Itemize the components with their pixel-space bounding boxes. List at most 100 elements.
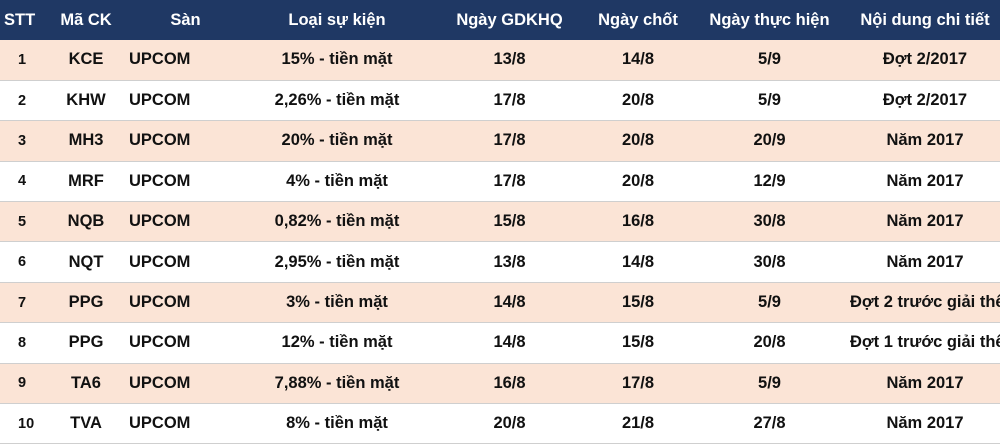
cell-stt: 9 — [0, 363, 43, 405]
cell-loai-su-kien: 2,95% - tiền mặt — [242, 241, 432, 283]
cell-noi-dung: Đợt 2/2017 — [850, 80, 1000, 122]
cell-ngay-chot: 15/8 — [587, 282, 689, 324]
header-stt: STT — [4, 10, 36, 29]
cell-ngay-thuc-hien: 5/9 — [689, 80, 850, 122]
cell-ngay-thuc-hien: 5/9 — [689, 282, 850, 324]
cell-ngay-gdkhq: 20/8 — [432, 403, 587, 444]
cell-ngay-gdkhq: 13/8 — [432, 241, 587, 283]
cell-loai-su-kien: 7,88% - tiền mặt — [242, 363, 432, 405]
table-row: 7 PPG UPCOM 3% - tiền mặt 14/8 15/8 5/9 … — [0, 282, 1000, 324]
cell-san: UPCOM — [129, 363, 242, 405]
cell-loai-su-kien: 3% - tiền mặt — [242, 282, 432, 324]
cell-stt: 7 — [0, 282, 43, 324]
table-row: 6 NQT UPCOM 2,95% - tiền mặt 13/8 14/8 3… — [0, 241, 1000, 283]
cell-ngay-thuc-hien: 30/8 — [689, 201, 850, 243]
cell-ma-ck: PPG — [43, 322, 129, 364]
table-row: 4 MRF UPCOM 4% - tiền mặt 17/8 20/8 12/9… — [0, 161, 1000, 203]
cell-noi-dung: Đợt 1 trước giải thể — [850, 322, 1000, 364]
cell-san: UPCOM — [129, 120, 242, 162]
cell-san: UPCOM — [129, 282, 242, 324]
table-row: 1 KCE UPCOM 15% - tiền mặt 13/8 14/8 5/9… — [0, 40, 1000, 81]
cell-noi-dung: Năm 2017 — [850, 241, 1000, 283]
cell-noi-dung: Năm 2017 — [850, 201, 1000, 243]
cell-stt: 2 — [0, 80, 43, 122]
cell-ngay-chot: 14/8 — [587, 241, 689, 283]
cell-san: UPCOM — [129, 241, 242, 283]
cell-ngay-thuc-hien: 27/8 — [689, 403, 850, 444]
cell-stt: 3 — [0, 120, 43, 162]
cell-loai-su-kien: 12% - tiền mặt — [242, 322, 432, 364]
cell-loai-su-kien: 15% - tiền mặt — [242, 40, 432, 81]
cell-noi-dung: Đợt 2/2017 — [850, 40, 1000, 81]
cell-loai-su-kien: 0,82% - tiền mặt — [242, 201, 432, 243]
cell-san: UPCOM — [129, 40, 242, 81]
header-ngay-gdkhq: Ngày GDKHQ — [456, 10, 563, 29]
cell-ngay-chot: 15/8 — [587, 322, 689, 364]
cell-ngay-gdkhq: 16/8 — [432, 363, 587, 405]
table-row: 10 TVA UPCOM 8% - tiền mặt 20/8 21/8 27/… — [0, 403, 1000, 444]
cell-noi-dung: Năm 2017 — [850, 161, 1000, 203]
cell-ngay-gdkhq: 13/8 — [432, 40, 587, 81]
cell-stt: 6 — [0, 241, 43, 283]
cell-ma-ck: NQT — [43, 241, 129, 283]
cell-stt: 10 — [0, 403, 43, 444]
cell-ngay-thuc-hien: 20/9 — [689, 120, 850, 162]
cell-loai-su-kien: 4% - tiền mặt — [242, 161, 432, 203]
table-row: 2 KHW UPCOM 2,26% - tiền mặt 17/8 20/8 5… — [0, 80, 1000, 122]
header-san: Sàn — [170, 10, 201, 29]
cell-ngay-chot: 20/8 — [587, 120, 689, 162]
cell-stt: 1 — [0, 40, 43, 81]
cell-ngay-gdkhq: 14/8 — [432, 282, 587, 324]
cell-ngay-chot: 17/8 — [587, 363, 689, 405]
cell-ngay-gdkhq: 17/8 — [432, 80, 587, 122]
header-ngay-thuc-hien: Ngày thực hiện — [709, 10, 830, 29]
header-ngay-chot: Ngày chốt — [598, 10, 678, 29]
cell-ngay-thuc-hien: 20/8 — [689, 322, 850, 364]
cell-ngay-chot: 16/8 — [587, 201, 689, 243]
cell-loai-su-kien: 20% - tiền mặt — [242, 120, 432, 162]
cell-san: UPCOM — [129, 403, 242, 444]
cell-stt: 4 — [0, 161, 43, 203]
cell-ngay-thuc-hien: 12/9 — [689, 161, 850, 203]
cell-ma-ck: TVA — [43, 403, 129, 444]
cell-noi-dung: Năm 2017 — [850, 363, 1000, 405]
table-row: 5 NQB UPCOM 0,82% - tiền mặt 15/8 16/8 3… — [0, 201, 1000, 243]
cell-ngay-gdkhq: 17/8 — [432, 120, 587, 162]
cell-loai-su-kien: 2,26% - tiền mặt — [242, 80, 432, 122]
cell-noi-dung: Năm 2017 — [850, 403, 1000, 444]
cell-loai-su-kien: 8% - tiền mặt — [242, 403, 432, 444]
cell-ngay-chot: 14/8 — [587, 40, 689, 81]
cell-san: UPCOM — [129, 201, 242, 243]
cell-san: UPCOM — [129, 80, 242, 122]
cell-ma-ck: MRF — [43, 161, 129, 203]
cell-ma-ck: PPG — [43, 282, 129, 324]
cell-stt: 5 — [0, 201, 43, 243]
cell-ngay-thuc-hien: 30/8 — [689, 241, 850, 283]
cell-san: UPCOM — [129, 322, 242, 364]
cell-ma-ck: TA6 — [43, 363, 129, 405]
table-row: 8 PPG UPCOM 12% - tiền mặt 14/8 15/8 20/… — [0, 322, 1000, 364]
cell-ma-ck: NQB — [43, 201, 129, 243]
cell-stt: 8 — [0, 322, 43, 364]
header-loai-su-kien: Loại sự kiện — [288, 10, 386, 29]
table-header-row: STT Mã CK Sàn Loại sự kiện Ngày GDKHQ Ng… — [0, 0, 1000, 40]
cell-ngay-gdkhq: 17/8 — [432, 161, 587, 203]
cell-ma-ck: KHW — [43, 80, 129, 122]
cell-ngay-chot: 20/8 — [587, 80, 689, 122]
header-ma-ck: Mã CK — [60, 10, 112, 29]
cell-san: UPCOM — [129, 161, 242, 203]
cell-ngay-gdkhq: 14/8 — [432, 322, 587, 364]
cell-ngay-gdkhq: 15/8 — [432, 201, 587, 243]
table-row: 9 TA6 UPCOM 7,88% - tiền mặt 16/8 17/8 5… — [0, 363, 1000, 405]
cell-ngay-chot: 21/8 — [587, 403, 689, 444]
cell-ma-ck: KCE — [43, 40, 129, 81]
cell-noi-dung: Năm 2017 — [850, 120, 1000, 162]
cell-ma-ck: MH3 — [43, 120, 129, 162]
table-row: 3 MH3 UPCOM 20% - tiền mặt 17/8 20/8 20/… — [0, 120, 1000, 162]
header-noi-dung-chi-tiet: Nội dung chi tiết — [860, 10, 990, 29]
cell-ngay-thuc-hien: 5/9 — [689, 363, 850, 405]
cell-noi-dung: Đợt 2 trước giải thể — [850, 282, 1000, 324]
cell-ngay-chot: 20/8 — [587, 161, 689, 203]
cell-ngay-thuc-hien: 5/9 — [689, 40, 850, 81]
